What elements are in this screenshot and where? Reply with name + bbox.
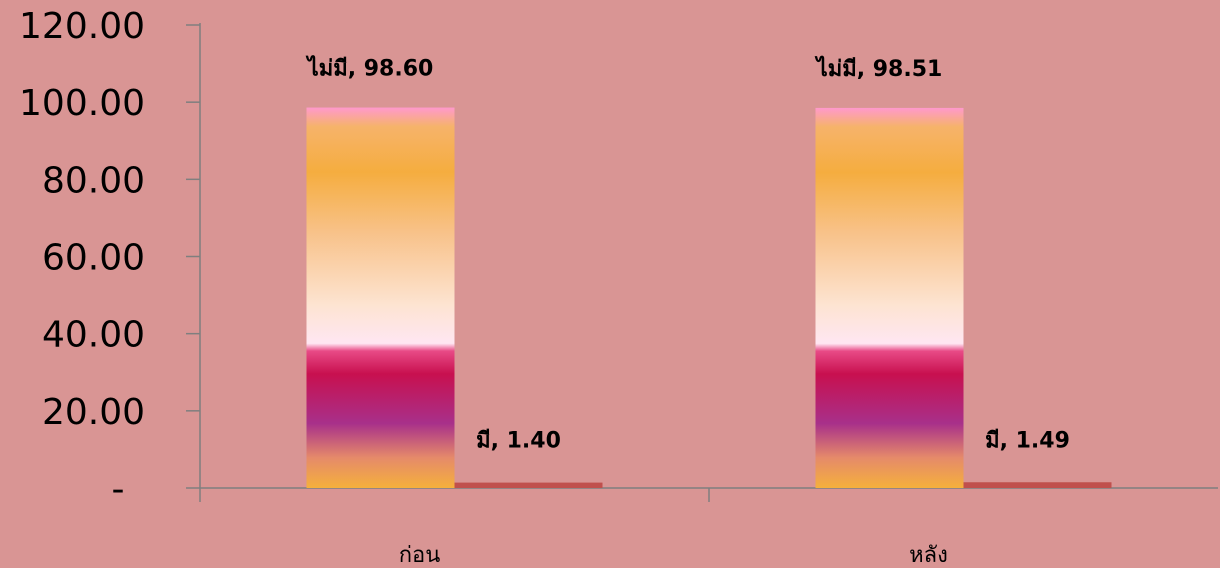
data-label: ไม่มี, 98.51 [815, 55, 943, 82]
bar-has [454, 482, 603, 488]
bar-none [306, 107, 455, 489]
y-tick-label: 120.00 [19, 6, 145, 47]
y-tick-label: 60.00 [42, 238, 145, 279]
y-tick-label: 20.00 [42, 392, 145, 433]
data-label: มี, 1.49 [985, 428, 1070, 453]
bar-none [815, 107, 964, 488]
y-tick-label: 40.00 [42, 315, 145, 356]
axes: - 20.00 40.00 60.00 80.00 100.00 120.00 ก่อน หลั… [19, 6, 1218, 568]
data-label: ไม่มี, 98.60 [306, 55, 434, 82]
x-tick-label: ก่อน [399, 543, 441, 568]
bar-has [963, 482, 1112, 488]
data-label: มี, 1.40 [476, 429, 561, 454]
y-tick-label: 100.00 [19, 83, 145, 124]
labels: ไม่มี, 98.60 มี, 1.40 ไม่มี, 98.51 มี, 1.49 [306, 55, 1070, 454]
y-tick-label: 80.00 [42, 160, 145, 201]
y-tick-label: - [112, 469, 125, 510]
x-tick-label: หลัง [909, 543, 948, 568]
bars [306, 107, 1112, 489]
